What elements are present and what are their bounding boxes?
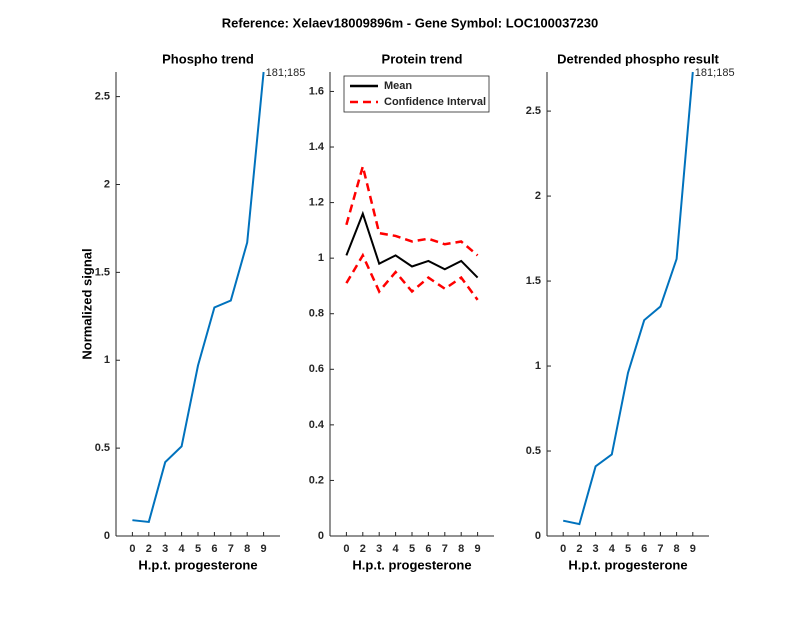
legend-label: Mean [384,80,412,92]
x-tick-label: 9 [690,543,696,555]
y-tick-label: 2.5 [526,105,541,117]
y-tick-label: 1 [104,354,110,366]
x-tick-label: 7 [442,543,448,555]
y-tick-label: 1.6 [309,85,324,97]
x-tick-label: 3 [376,543,382,555]
panel-title: Phospho trend [162,51,254,66]
x-tick-label: 6 [211,543,217,555]
y-tick-label: 1.4 [309,141,325,153]
y-tick-label: 2 [104,178,110,190]
annotation: 181;185 [266,67,306,79]
x-tick-label: 7 [657,543,663,555]
x-tick-label: 4 [179,543,186,555]
x-tick-label: 4 [393,543,400,555]
x-tick-label: 0 [343,543,349,555]
y-tick-label: 0 [318,530,324,542]
y-tick-label: 1 [535,360,541,372]
x-tick-label: 9 [475,543,481,555]
x-axis-label: H.p.t. progesterone [138,557,257,572]
x-tick-label: 3 [593,543,599,555]
x-tick-label: 0 [129,543,135,555]
y-tick-label: 0.5 [526,445,541,457]
data-line [132,71,265,524]
x-tick-label: 2 [360,543,366,555]
x-tick-label: 6 [425,543,431,555]
legend-label: Confidence Interval [384,96,486,108]
y-tick-label: 0.8 [309,308,324,320]
x-tick-label: 4 [609,543,616,555]
y-tick-label: 0.6 [309,363,324,375]
x-tick-label: 3 [162,543,168,555]
x-tick-label: 2 [146,543,152,555]
panel-title: Protein trend [382,51,463,66]
x-tick-label: 6 [641,543,647,555]
data-line [345,252,479,301]
panel-title: Detrended phospho result [557,51,719,66]
y-tick-label: 2.5 [95,91,110,103]
y-tick-label: 1 [318,252,324,264]
x-tick-label: 9 [261,543,267,555]
annotation: 181;185 [695,67,735,79]
data-line [345,210,479,279]
y-tick-label: 2 [535,190,541,202]
data-line [562,71,694,526]
x-tick-label: 7 [228,543,234,555]
y-axis-label: Normalized signal [79,248,94,359]
y-tick-label: 0 [535,530,541,542]
y-tick-label: 0.5 [95,442,110,454]
x-tick-label: 8 [244,543,250,555]
x-tick-label: 2 [576,543,582,555]
x-axis-label: H.p.t. progesterone [352,557,471,572]
x-tick-label: 5 [195,543,201,555]
x-tick-label: 8 [674,543,680,555]
y-tick-label: 0.2 [309,474,324,486]
y-tick-label: 0.4 [309,419,325,431]
figure-title: Reference: Xelaev18009896m - Gene Symbol… [222,15,599,30]
x-axis-label: H.p.t. progesterone [568,557,687,572]
legend-box [343,75,490,113]
data-line [345,161,479,257]
y-tick-label: 1.5 [95,266,110,278]
x-tick-label: 5 [409,543,415,555]
y-tick-label: 1.5 [526,275,541,287]
x-tick-label: 8 [458,543,464,555]
y-tick-label: 1.2 [309,196,324,208]
x-tick-label: 5 [625,543,631,555]
x-tick-label: 0 [560,543,566,555]
y-tick-label: 0 [104,530,110,542]
